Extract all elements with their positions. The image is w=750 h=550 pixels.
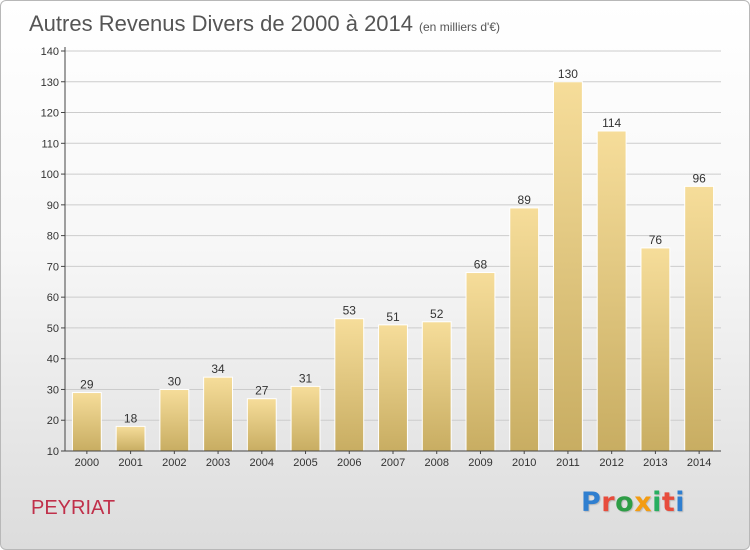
bar-value-label: 114 (602, 116, 621, 130)
bar-value-label: 68 (474, 258, 488, 272)
bar-2004[interactable] (246, 398, 277, 452)
bar-2001[interactable] (115, 425, 146, 452)
bar-value-label: 18 (124, 411, 138, 425)
bar-2012[interactable] (596, 130, 627, 452)
bar-value-label: 89 (518, 193, 532, 207)
logo-letter: P (581, 487, 602, 518)
y-tick-label: 140 (41, 46, 59, 58)
bar-value-label: 51 (386, 310, 400, 324)
logo-letter: t (661, 487, 676, 518)
bar-value-label: 96 (692, 171, 706, 185)
x-tick-label: 2004 (250, 457, 274, 469)
logo-letter: o (615, 487, 635, 518)
bar-2005[interactable] (290, 385, 321, 452)
y-tick-label: 60 (47, 292, 59, 304)
commune-name: PEYRIAT (31, 497, 116, 519)
x-tick-label: 2008 (424, 457, 448, 469)
x-tick-label: 2007 (381, 457, 405, 469)
bar-value-label: 130 (558, 67, 578, 81)
chart-title: Autres Revenus Divers de 2000 à 2014 (en … (29, 11, 500, 37)
logo-letter: i (675, 487, 686, 518)
y-tick-label: 120 (41, 108, 59, 120)
bar-value-label: 31 (299, 371, 313, 385)
bar-value-label: 27 (255, 384, 269, 398)
bar-2011[interactable] (553, 81, 583, 452)
y-tick-label: 110 (41, 138, 59, 150)
proxiti-logo[interactable]: Proxiti (581, 487, 685, 518)
x-tick-label: 2002 (162, 457, 186, 469)
bar-value-label: 52 (430, 307, 444, 321)
bar-2010[interactable] (509, 207, 540, 452)
bar-value-label: 53 (343, 304, 357, 318)
x-tick-label: 2005 (293, 457, 317, 469)
x-tick-label: 2011 (556, 457, 580, 469)
chart-title-text: Autres Revenus Divers de 2000 à 2014 (29, 11, 414, 36)
bar-2002[interactable] (159, 388, 190, 452)
bar-value-label: 30 (168, 374, 182, 388)
logo-letter: i (652, 487, 662, 518)
bar-2008[interactable] (421, 321, 452, 452)
bar-value-label: 34 (211, 362, 225, 376)
x-tick-label: 2003 (206, 457, 230, 469)
x-tick-label: 2013 (643, 457, 667, 469)
logo-letter: x (634, 487, 653, 518)
chart-unit: (en milliers d'€) (419, 20, 500, 34)
logo-letter: r (601, 487, 616, 518)
y-tick-label: 20 (47, 415, 59, 427)
x-tick-label: 2000 (75, 457, 99, 469)
bar-2013[interactable] (640, 247, 671, 452)
y-tick-label: 90 (47, 200, 59, 212)
x-tick-label: 2010 (512, 457, 536, 469)
y-tick-label: 40 (47, 354, 59, 366)
y-tick-label: 130 (41, 77, 59, 89)
bar-2000[interactable] (71, 392, 102, 452)
bar-2009[interactable] (465, 272, 496, 452)
y-tick-label: 80 (47, 231, 59, 243)
x-tick-label: 2006 (337, 457, 361, 469)
y-tick-label: 70 (47, 261, 59, 273)
bar-2014[interactable] (684, 185, 715, 452)
x-tick-label: 2001 (118, 457, 142, 469)
labels: 10 20 30 40 50 60 70 80 90 100 110 120 130 140 29 2000 1… (41, 46, 712, 469)
y-tick-label: 50 (47, 323, 59, 335)
bar-value-label: 29 (80, 378, 94, 392)
y-tick-label: 100 (41, 169, 59, 181)
x-tick-label: 2009 (468, 457, 492, 469)
bar-2006[interactable] (334, 318, 365, 452)
x-tick-label: 2014 (687, 457, 711, 469)
bar-value-label: 76 (649, 233, 663, 247)
x-tick-label: 2012 (599, 457, 623, 469)
y-tick-label: 10 (47, 446, 59, 458)
y-tick-label: 30 (47, 384, 59, 396)
bar-2007[interactable] (378, 324, 408, 452)
bar-2003[interactable] (203, 376, 233, 452)
axes (61, 47, 721, 454)
